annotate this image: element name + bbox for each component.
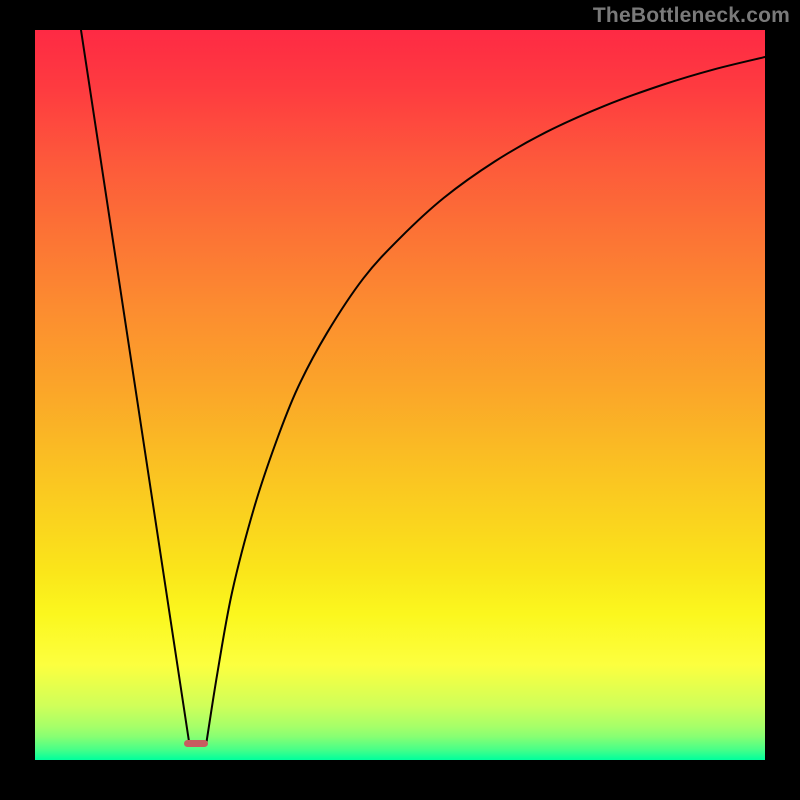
outer-frame: TheBottleneck.com <box>0 0 800 800</box>
gradient-background <box>35 30 765 760</box>
watermark-text: TheBottleneck.com <box>593 4 790 28</box>
plot-area <box>35 30 765 760</box>
